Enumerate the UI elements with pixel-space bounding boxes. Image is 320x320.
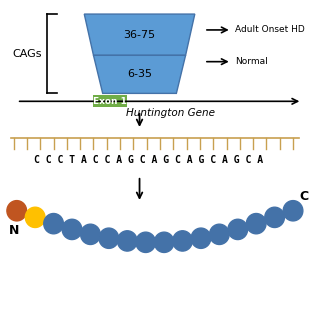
Circle shape	[44, 213, 63, 234]
Text: Normal: Normal	[235, 57, 268, 66]
Text: CAGs: CAGs	[13, 49, 42, 59]
Text: N: N	[9, 224, 19, 237]
Text: Adult Onset HD: Adult Onset HD	[235, 25, 304, 35]
Circle shape	[117, 231, 137, 251]
Circle shape	[136, 232, 156, 252]
Circle shape	[25, 207, 45, 228]
Circle shape	[173, 231, 192, 251]
Circle shape	[228, 219, 248, 240]
Circle shape	[99, 228, 119, 248]
Circle shape	[210, 224, 229, 244]
Text: 36-75: 36-75	[124, 30, 156, 40]
Bar	[93, 95, 127, 107]
Circle shape	[7, 201, 27, 221]
Circle shape	[154, 232, 174, 252]
Circle shape	[62, 219, 82, 240]
Polygon shape	[93, 55, 186, 93]
Text: 6-35: 6-35	[127, 69, 152, 79]
Text: Exon 1: Exon 1	[93, 97, 127, 106]
Text: Huntington Gene: Huntington Gene	[126, 108, 215, 118]
Circle shape	[81, 224, 100, 244]
Circle shape	[283, 201, 303, 221]
Circle shape	[265, 207, 284, 228]
Polygon shape	[84, 14, 195, 55]
Circle shape	[191, 228, 211, 248]
Circle shape	[246, 213, 266, 234]
Text: C: C	[299, 190, 308, 203]
Text: C C C T A C C A G C A G C A G C A G C A: C C C T A C C A G C A G C A G C A G C A	[34, 155, 263, 165]
